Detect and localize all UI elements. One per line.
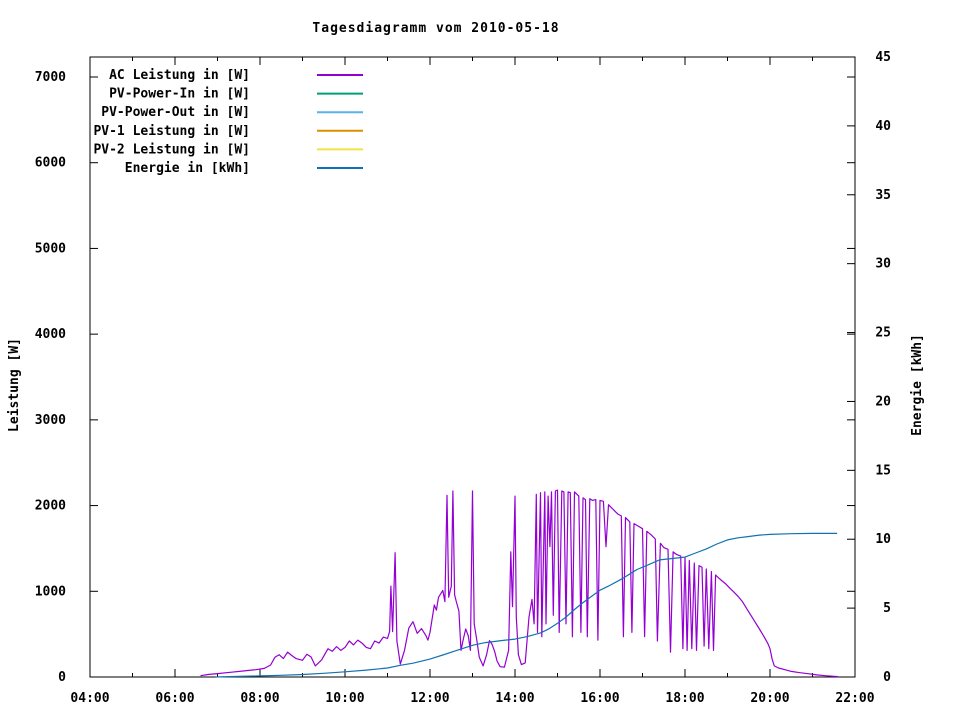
legend-label: PV-Power-Out in [W] [101,105,250,120]
x-tick-label: 22:00 [835,691,874,706]
plot-area: 04:00 06:00 08:00 10:00 12:00 14:00 16:00 18:00… [35,50,891,706]
x-tick-label: 14:00 [495,691,534,706]
y1-tick-label: 3000 [35,413,66,428]
series-ac-leistung-in-w [200,489,839,678]
y1-tick-label: 1000 [35,584,66,599]
legend-item: AC Leistung in [W] [109,68,363,83]
y2-tick-label: 20 [875,394,891,409]
y2-tick-label: 25 [875,326,891,341]
series-energie-in-kwh [215,532,838,678]
x-tick-label: 06:00 [155,691,194,706]
y2-tick-label: 40 [875,119,891,134]
chart-title: Tagesdiagramm vom 2010-05-18 [312,21,559,36]
y1-tick-label: 5000 [35,241,66,256]
y2-tick-label: 45 [875,50,891,65]
y1-tick-label: 0 [58,670,66,685]
y2-tick-label: 10 [875,532,891,547]
x-tick-label: 10:00 [325,691,364,706]
legend-item: Energie in [kWh] [125,161,363,176]
y2-tick-label: 0 [883,670,891,685]
chart-legend: AC Leistung in [W] PV-Power-In in [W] PV-P… [93,68,363,176]
y2-axis-label: Energie [kWh] [910,334,925,436]
x-tick-label: 18:00 [665,691,704,706]
legend-item: PV-1 Leistung in [W] [93,124,363,139]
x-tick-label: 16:00 [580,691,619,706]
x-tick-label: 12:00 [410,691,449,706]
legend-label: AC Leistung in [W] [109,68,250,83]
legend-item: PV-Power-In in [W] [109,87,363,102]
y2-tick-label: 30 [875,257,891,272]
y2-tick-label: 15 [875,463,891,478]
y1-tick-label: 2000 [35,499,66,514]
y2-axis-ticks [847,56,855,678]
y2-tick-label: 35 [875,188,891,203]
legend-item: PV-Power-Out in [W] [101,105,363,120]
y-axis-label: Leistung [W] [7,338,22,432]
y1-axis-ticks [90,76,855,678]
y1-tick-label: 7000 [35,70,66,85]
x-axis-ticks [89,57,856,677]
legend-label: PV-Power-In in [W] [109,87,250,102]
legend-label: Energie in [kWh] [125,161,250,176]
y2-tick-label: 5 [883,601,891,616]
y1-tick-label: 6000 [35,156,66,171]
x-tick-label: 04:00 [70,691,109,706]
legend-label: PV-1 Leistung in [W] [93,124,250,139]
legend-label: PV-2 Leistung in [W] [93,142,250,157]
x-tick-label: 08:00 [240,691,279,706]
legend-item: PV-2 Leistung in [W] [93,142,363,157]
y1-tick-label: 4000 [35,327,66,342]
x-tick-label: 20:00 [750,691,789,706]
